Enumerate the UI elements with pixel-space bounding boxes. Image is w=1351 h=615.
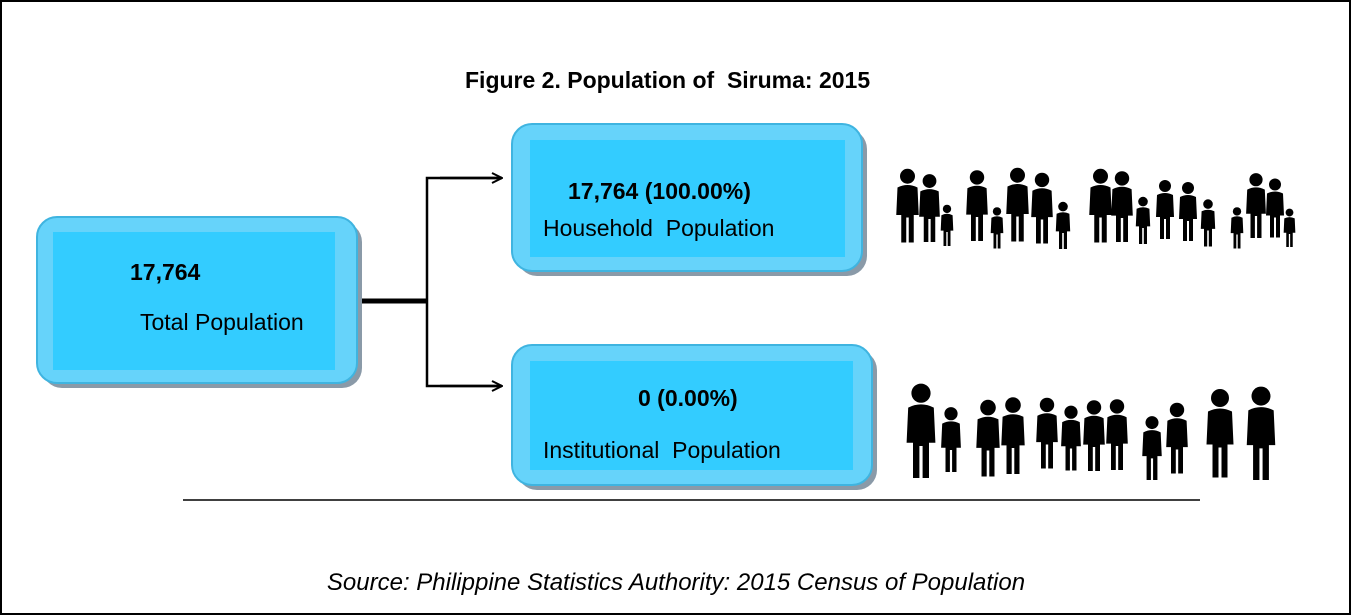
node-value: 0 (0.00%) [638,385,738,411]
connector [427,178,500,386]
institutional-box [512,345,877,490]
node-label: Total Population [140,309,304,335]
institution-icons [907,384,1276,480]
title: Figure 2. Population of Siruma: 2015 [465,67,870,93]
node-label: Household Population [543,215,774,241]
family-icons [896,168,1295,249]
node-label: Institutional Population [543,437,781,463]
total-box [37,217,362,388]
source-note: Source: Philippine Statistics Authority:… [327,569,1025,596]
node-value: 17,764 [130,259,201,285]
node-value: 17,764 (100.00%) [568,178,751,204]
page: Figure 2. Population of Siruma: 2015 17,… [0,0,1351,615]
